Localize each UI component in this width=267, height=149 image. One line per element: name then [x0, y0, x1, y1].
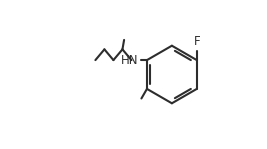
Text: F: F [194, 35, 200, 48]
Text: HN: HN [121, 54, 139, 67]
